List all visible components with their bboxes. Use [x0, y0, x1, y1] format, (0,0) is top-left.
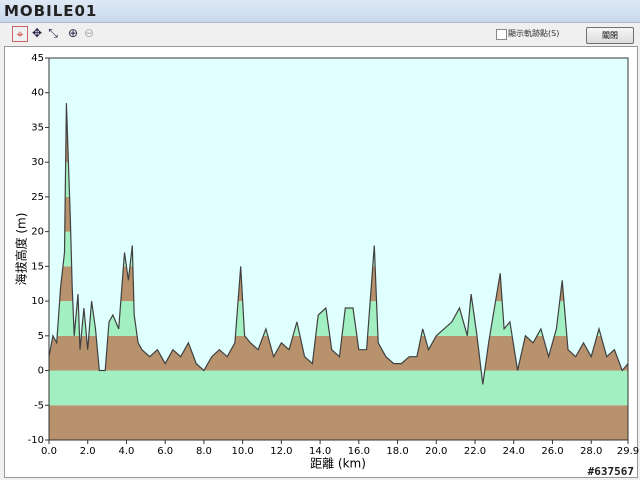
y-tick-label: -10 — [28, 435, 44, 446]
x-tick-label: 12.0 — [270, 446, 292, 457]
title-bar: MOBILE01 — [0, 0, 640, 23]
y-tick-label: 20 — [31, 227, 44, 238]
x-tick-label: 4.0 — [119, 446, 135, 457]
x-tick-label: 10.0 — [232, 446, 254, 457]
y-tick-label: 30 — [31, 157, 44, 168]
elevation-band — [49, 370, 628, 406]
y-tick-label: 25 — [31, 192, 44, 203]
zoom-out[interactable]: ⊖ — [83, 26, 95, 40]
elevation-band — [49, 405, 628, 440]
x-tick-label: 2.0 — [80, 446, 96, 457]
toolbar: ⌖ ✥ ⤡ ⊕ ⊖ 顯示軌跡點(S) 關閉 — [0, 23, 640, 45]
elevation-line — [48, 103, 629, 385]
y-tick-label: 5 — [38, 331, 44, 342]
x-tick-label: 22.0 — [464, 446, 486, 457]
y-tick-label: 40 — [31, 88, 44, 99]
checkbox[interactable] — [496, 29, 507, 40]
pan-tool[interactable]: ✥ — [31, 26, 43, 40]
watermark: #637567 — [587, 465, 634, 478]
x-tick-label: 18.0 — [386, 446, 408, 457]
x-tick-label: 28.0 — [580, 446, 602, 457]
x-tick-label: 26.0 — [541, 446, 563, 457]
y-tick-label: 0 — [38, 366, 44, 377]
y-tick-label: -5 — [34, 400, 44, 411]
close-button[interactable]: 關閉 — [586, 27, 634, 44]
y-axis-label: 海拔高度 (m) — [14, 213, 29, 286]
x-tick-label: 14.0 — [309, 446, 331, 457]
checkbox-label[interactable]: 顯示軌跡點(S) — [508, 29, 560, 38]
x-tick-label: 8.0 — [196, 446, 212, 457]
x-tick-label: 20.0 — [425, 446, 447, 457]
crosshair-tool[interactable]: ⌖ — [12, 26, 28, 42]
logo: MOBILE01 — [4, 2, 98, 20]
x-tick-label: 6.0 — [157, 446, 173, 457]
x-tick-label: 16.0 — [348, 446, 370, 457]
x-tick-label: 24.0 — [503, 446, 525, 457]
x-tick-label: 29.9 — [617, 446, 639, 457]
y-tick-label: 15 — [31, 261, 44, 272]
y-tick-label: 45 — [31, 53, 44, 64]
zoom-in[interactable]: ⊕ — [67, 26, 79, 40]
select-tool[interactable]: ⤡ — [48, 26, 58, 40]
plot-frame — [48, 57, 629, 441]
y-tick-label: 35 — [31, 122, 44, 133]
x-tick-label: 0.0 — [41, 446, 57, 457]
x-axis-label: 距離 (km) — [310, 457, 366, 471]
y-tick-label: 10 — [31, 296, 44, 307]
